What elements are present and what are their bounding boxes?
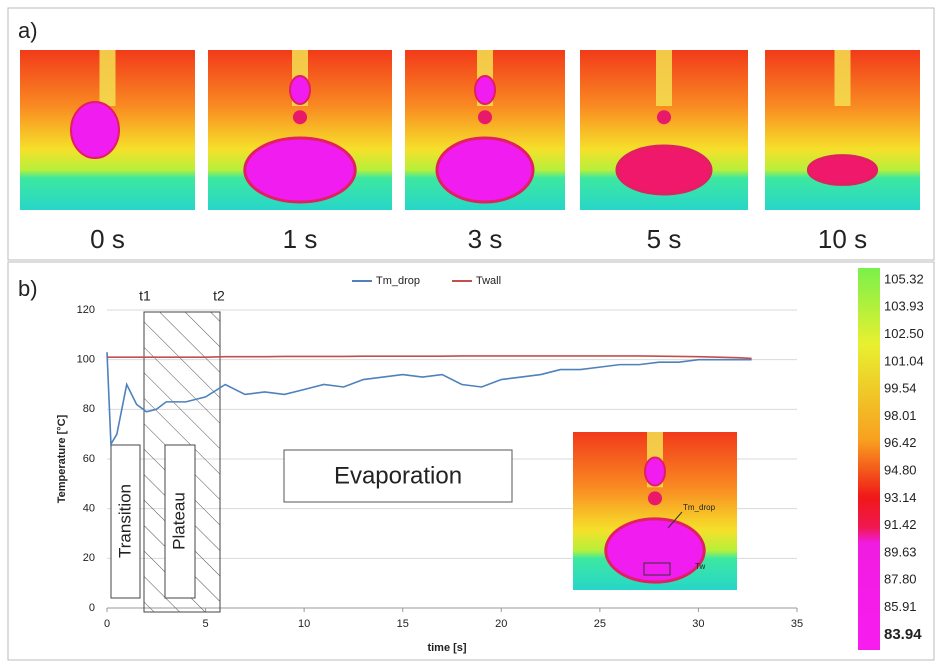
colorbar-label: 96.42 [884, 435, 917, 450]
x-tick-label: 25 [594, 618, 606, 630]
colorbar-label: 87.80 [884, 572, 917, 587]
x-tick-label: 30 [692, 618, 704, 630]
colorbar-label: 94.80 [884, 463, 917, 478]
legend-label: Tm_drop [376, 275, 420, 287]
drop [644, 456, 666, 487]
annotation: Plateau [169, 492, 188, 550]
colorbar-label: 91.42 [884, 517, 917, 532]
y-tick-label: 20 [83, 552, 95, 564]
nozzle-jet [99, 50, 116, 106]
drop [657, 110, 671, 125]
drop [615, 144, 713, 196]
x-tick-label: 5 [203, 618, 209, 630]
panel-label: b) [18, 276, 38, 301]
colorbar-label: 83.94 [884, 626, 922, 643]
x-tick-label: 20 [495, 618, 507, 630]
colorbar [858, 268, 880, 650]
annotation: Transition [115, 484, 134, 558]
frame-label: 0 s [90, 224, 125, 254]
colorbar-label: 101.04 [884, 353, 924, 368]
legend-label: Twall [476, 275, 501, 287]
drop [243, 136, 357, 204]
y-tick-label: 0 [89, 602, 95, 614]
inset-pointer [667, 511, 683, 529]
colorbar-label: 93.14 [884, 490, 917, 505]
data-line [107, 355, 752, 360]
inset-label: Tw [695, 562, 705, 571]
frame-label: 1 s [283, 224, 318, 254]
y-tick-label: 120 [77, 304, 95, 316]
y-tick-label: 80 [83, 403, 95, 415]
annotation: t2 [213, 288, 225, 304]
colorbar-label: 102.50 [884, 326, 924, 341]
frame-label: 3 s [468, 224, 503, 254]
frame-label: 10 s [818, 224, 867, 254]
colorbar-label: 103.93 [884, 299, 924, 314]
frame-label: 5 s [647, 224, 682, 254]
panel-a-frame [7, 7, 935, 261]
annotation: t1 [139, 288, 151, 304]
drop [293, 110, 307, 125]
x-tick-label: 35 [791, 618, 803, 630]
drop [474, 75, 496, 105]
drop [70, 101, 120, 159]
panel-b-frame [7, 261, 935, 661]
nozzle-jet [834, 50, 851, 106]
y-axis-title: Temperature [°C] [56, 414, 68, 503]
x-tick-label: 0 [104, 618, 110, 630]
drop [289, 75, 311, 105]
y-tick-label: 100 [77, 354, 95, 366]
y-tick-label: 40 [83, 503, 95, 515]
x-tick-label: 10 [298, 618, 310, 630]
data-line [106, 352, 752, 447]
colorbar-label: 89.63 [884, 544, 917, 559]
inset-box [643, 562, 671, 576]
x-axis-title: time [s] [427, 642, 466, 654]
drop [648, 491, 662, 506]
inset-label: Tm_drop [683, 503, 716, 512]
annotation-box [283, 449, 513, 503]
drop [604, 517, 706, 584]
colorbar-label: 105.32 [884, 271, 924, 286]
y-tick-label: 60 [83, 453, 95, 465]
annotation-box [110, 444, 141, 599]
colorbar-label: 99.54 [884, 381, 917, 396]
x-tick-label: 15 [397, 618, 409, 630]
drop [435, 136, 535, 204]
drop [478, 110, 492, 125]
colorbar-label: 85.91 [884, 599, 917, 614]
annotation: Evaporation [334, 462, 462, 489]
nozzle-jet [656, 50, 672, 106]
annotation-box [164, 444, 196, 599]
panel-label: a) [18, 18, 38, 43]
drop [806, 154, 879, 186]
colorbar-label: 98.01 [884, 408, 917, 423]
